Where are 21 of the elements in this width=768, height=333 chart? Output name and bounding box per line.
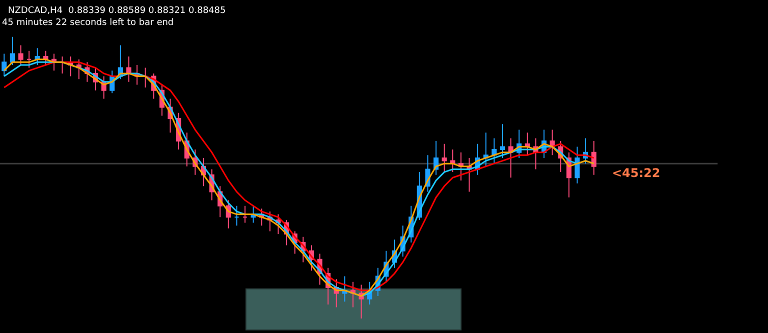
chart-subtitle: 45 minutes 22 seconds left to bar end: [2, 18, 174, 28]
candlestick: [126, 56, 132, 82]
candlestick: [508, 138, 514, 178]
candlestick: [450, 149, 456, 173]
candlestick: [500, 124, 506, 158]
candlestick: [442, 143, 447, 173]
candlestick: [492, 138, 497, 164]
candlestick: [483, 132, 488, 167]
candlestick: [10, 36, 15, 66]
candlestick: [342, 276, 348, 302]
text: <45:22: [612, 166, 660, 180]
chart-title: NZDCAD,H4 0.88339 0.88589 0.88321 0.88485: [8, 6, 226, 16]
candlestick: [524, 132, 530, 156]
candlestick: [591, 140, 596, 176]
candlestick: [234, 205, 240, 226]
candlestick: [26, 50, 32, 68]
candlestick: [2, 53, 7, 77]
candlestick: [574, 146, 580, 184]
candlestick: [350, 281, 356, 308]
candlestick: [242, 205, 248, 224]
candlestick: [18, 44, 24, 66]
